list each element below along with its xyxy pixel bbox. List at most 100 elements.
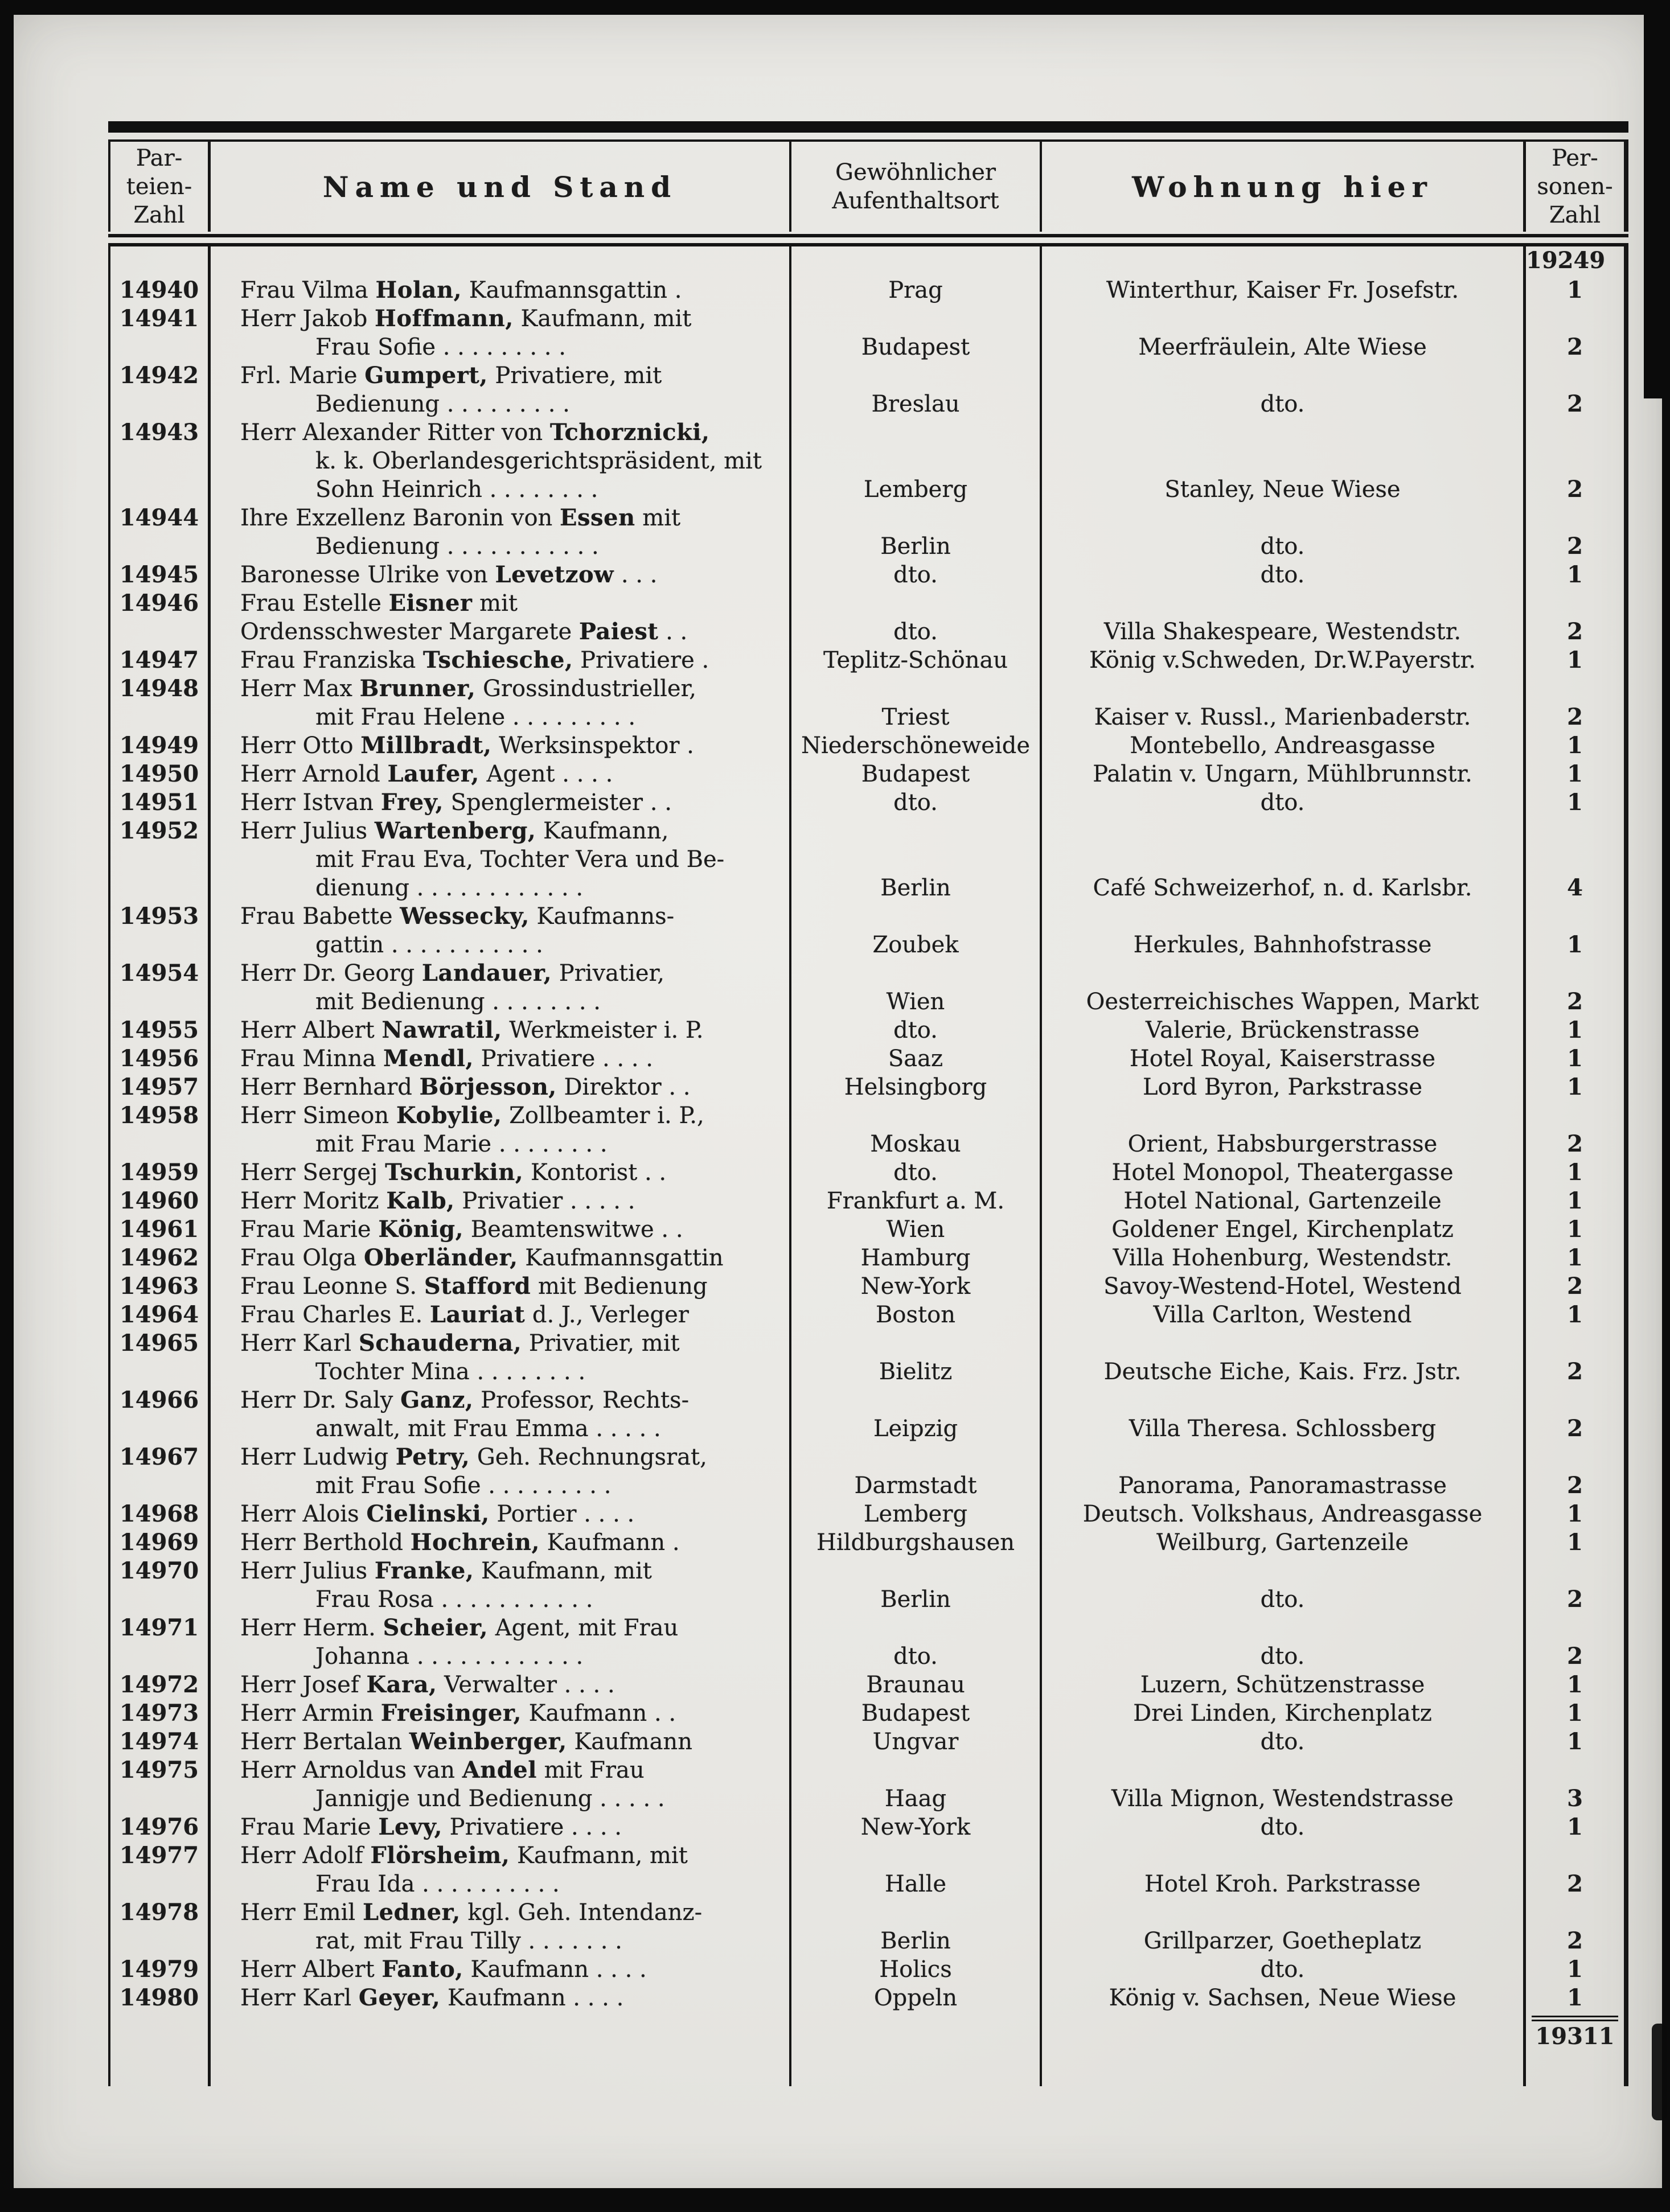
residence-cell: dto.: [791, 561, 1042, 589]
name-line: Herr Emil Ledner, kgl. Geh. Intendanz-: [240, 1898, 785, 1927]
name-text: Herr Josef: [240, 1672, 367, 1698]
lodging: Drei Linden, Kirchenplatz: [1133, 1700, 1432, 1726]
name-text: Privatiere . . . .: [442, 1814, 622, 1840]
name-text: Johanna . . . . . . . . . . . .: [315, 1643, 584, 1670]
residence: Wien: [886, 989, 945, 1015]
name-cell: Herr Sergej Tschurkin, Kontorist . .: [211, 1158, 791, 1187]
name-line: Frau Ida . . . . . . . . . .: [240, 1870, 785, 1898]
lodging: dto.: [1260, 790, 1305, 816]
persons: 2: [1567, 1415, 1583, 1442]
persons-cell: 1: [1526, 1671, 1628, 1699]
residence-cell: Hildburgshausen: [791, 1528, 1042, 1557]
party-number: 14950: [119, 760, 199, 787]
surname-bold: Eisner: [388, 590, 473, 616]
name-line: Herr Istvan Frey, Spenglermeister . .: [240, 788, 785, 817]
residence: Helsingborg: [844, 1074, 987, 1100]
header-line: teien-: [126, 174, 192, 200]
name-text: Herr Arnold: [240, 761, 388, 787]
party-number: 14962: [119, 1244, 199, 1271]
name-text: mit Frau: [536, 1757, 645, 1783]
residence-cell: Berlin: [791, 1898, 1042, 1955]
persons: 1: [1567, 1728, 1583, 1755]
persons: 1: [1567, 1814, 1583, 1840]
lodging: Villa Hohenburg, Westendstr.: [1113, 1245, 1452, 1271]
name-line: Herr Herm. Scheier, Agent, mit Frau: [240, 1614, 785, 1642]
persons: 4: [1567, 874, 1583, 901]
residence-cell: Zoubek: [791, 902, 1042, 959]
name-cell: Herr Moritz Kalb, Privatier . . . . .: [211, 1187, 791, 1215]
persons: 3: [1567, 1785, 1583, 1812]
name-text: Bedienung . . . . . . . . .: [315, 391, 570, 417]
residence-cell: dto.: [791, 788, 1042, 817]
name-text: Herr Arnoldus van: [240, 1757, 462, 1783]
party-number: 14968: [119, 1500, 199, 1527]
party-number: 14951: [119, 789, 199, 816]
scan-edge-top: [0, 0, 1670, 15]
persons-cell: 2: [1526, 1898, 1628, 1955]
lodging: Villa Carlton, Westend: [1153, 1302, 1412, 1328]
carry-forward-value: 19249: [1526, 246, 1628, 276]
guest-list-table: Par- teien- Zahl Name und Stand Gewöhnli…: [108, 121, 1628, 2086]
name-line: Frau Marie Levy, Privatiere . . . .: [240, 1813, 785, 1841]
name-cell: Herr Karl Schauderna, Privatier, mit Toch…: [211, 1329, 791, 1386]
surname-bold: Millbradt,: [360, 732, 492, 759]
surname-bold: Brunner,: [359, 675, 476, 702]
name-line: Frau Leonne S. Stafford mit Bedienung: [240, 1272, 785, 1301]
name-text: Privatiere .: [573, 647, 709, 673]
surname-bold: Wessecky,: [400, 903, 530, 930]
name-cell: Herr Dr. Saly Ganz, Professor, Rechts-an…: [211, 1386, 791, 1443]
name-text: Werkmeister i. P.: [502, 1017, 704, 1043]
party-number: 14978: [119, 1899, 199, 1926]
residence-cell: Leipzig: [791, 1386, 1042, 1443]
party-number: 14979: [119, 1956, 199, 1983]
residence: Oppeln: [873, 1985, 958, 2011]
header-name-und-stand: Name und Stand: [211, 142, 791, 232]
persons-cell: 2: [1526, 1841, 1628, 1898]
name-cell: Frau Franziska Tschiesche, Privatiere .: [211, 646, 791, 675]
persons-cell: 1: [1526, 276, 1628, 305]
lodging: Montebello, Andreasgasse: [1130, 733, 1435, 759]
name-cell: Frau Charles E. Lauriat d. J., Verleger: [211, 1301, 791, 1329]
lodging-cell: Winterthur, Kaiser Fr. Josefstr.: [1042, 276, 1526, 305]
surname-bold: Tschurkin,: [385, 1159, 524, 1186]
name-line: Herr Adolf Flörsheim, Kaufmann, mit: [240, 1841, 785, 1870]
header-line: Wohnung hier: [1132, 170, 1433, 204]
surname-bold: Freisinger,: [380, 1700, 522, 1726]
header-line: Par-: [136, 145, 183, 171]
table-row: 14944 Ihre Exzellenz Baronin von Essen m…: [108, 504, 1628, 561]
lodging: Herkules, Bahnhofstrasse: [1133, 932, 1432, 958]
name-text: Frau Estelle: [240, 590, 389, 616]
lodging: Hotel Kroh. Parkstrasse: [1144, 1871, 1421, 1897]
name-text: Herr Istvan: [240, 790, 381, 816]
persons-cell: 1: [1526, 1244, 1628, 1272]
name-line: dienung . . . . . . . . . . . .: [240, 874, 785, 902]
surname-bold: Scheier,: [383, 1614, 489, 1641]
name-text: Grossindustrieller,: [475, 676, 696, 702]
table-body: 19249 14940 Frau Vilma Holan, Kaufmannsg…: [108, 246, 1628, 2086]
table-row: 14973 Herr Armin Freisinger, Kaufmann . …: [108, 1699, 1628, 1728]
name-text: Werksinspektor .: [491, 733, 694, 759]
name-text: Frau Ida . . . . . . . . . .: [315, 1871, 560, 1897]
persons: 2: [1567, 476, 1583, 503]
persons-cell: 1: [1526, 1215, 1628, 1244]
lodging: Luzern, Schützenstrasse: [1140, 1672, 1425, 1698]
name-cell: Frau Vilma Holan, Kaufmannsgattin .: [211, 276, 791, 305]
party-number: 14946: [119, 590, 199, 616]
table-row: 14959 Herr Sergej Tschurkin, Kontorist .…: [108, 1158, 1628, 1187]
name-text: Privatiere, mit: [487, 363, 662, 389]
persons-cell: 2: [1526, 1272, 1628, 1301]
surname-bold: Ganz,: [400, 1387, 474, 1413]
lodging: Weilburg, Gartenzeile: [1156, 1530, 1409, 1556]
persons-cell: 1: [1526, 1016, 1628, 1045]
table-row: 14960 Herr Moritz Kalb, Privatier . . . …: [108, 1187, 1628, 1215]
residence-cell: Prag: [791, 276, 1042, 305]
table-row: 14945 Baronesse Ulrike von Levetzow . . …: [108, 561, 1628, 589]
name-text: Kaufmann . .: [521, 1700, 676, 1726]
name-text: Beamtenswitwe . .: [463, 1216, 683, 1243]
table-row: 14977 Herr Adolf Flörsheim, Kaufmann, mi…: [108, 1841, 1628, 1898]
surname-bold: Kara,: [366, 1671, 437, 1698]
residence-cell: Berlin: [791, 504, 1042, 561]
name-cell: Herr Alexander Ritter von Tchorznicki, k.…: [211, 418, 791, 504]
lodging-cell: Valerie, Brückenstrasse: [1042, 1016, 1526, 1045]
residence: Saaz: [888, 1046, 943, 1072]
